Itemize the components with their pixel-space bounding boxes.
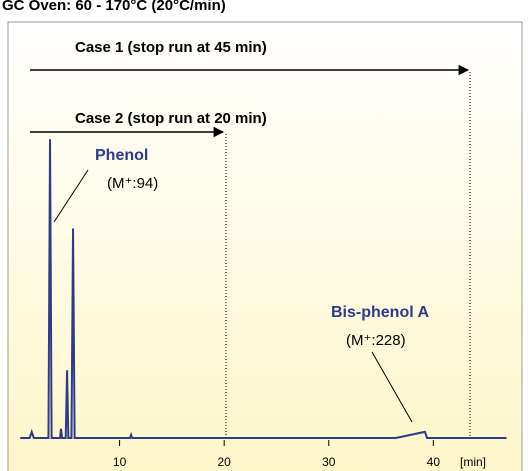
chromatogram-line xyxy=(20,139,507,439)
x-axis-label: [min] xyxy=(460,455,486,469)
x-tick-label: 30 xyxy=(322,455,336,469)
bpa-leader xyxy=(371,351,413,423)
x-tick-label: 40 xyxy=(427,455,441,469)
chart-title: GC Oven: 60 - 170°C (20°C/min) xyxy=(2,0,226,14)
bpa-label: Bis-phenol A xyxy=(331,304,430,321)
phenol-leader xyxy=(53,169,89,223)
phenol-label: Phenol xyxy=(95,147,148,164)
x-tick-label: 10 xyxy=(113,455,127,469)
bpa-mass: (M⁺:228) xyxy=(346,332,406,349)
phenol-mass: (M⁺:94) xyxy=(107,175,158,192)
x-tick-label: 20 xyxy=(217,455,231,469)
plot-frame xyxy=(7,21,523,471)
case1-label: Case 1 (stop run at 45 min) xyxy=(75,39,267,56)
case2-label: Case 2 (stop run at 20 min) xyxy=(75,110,267,127)
